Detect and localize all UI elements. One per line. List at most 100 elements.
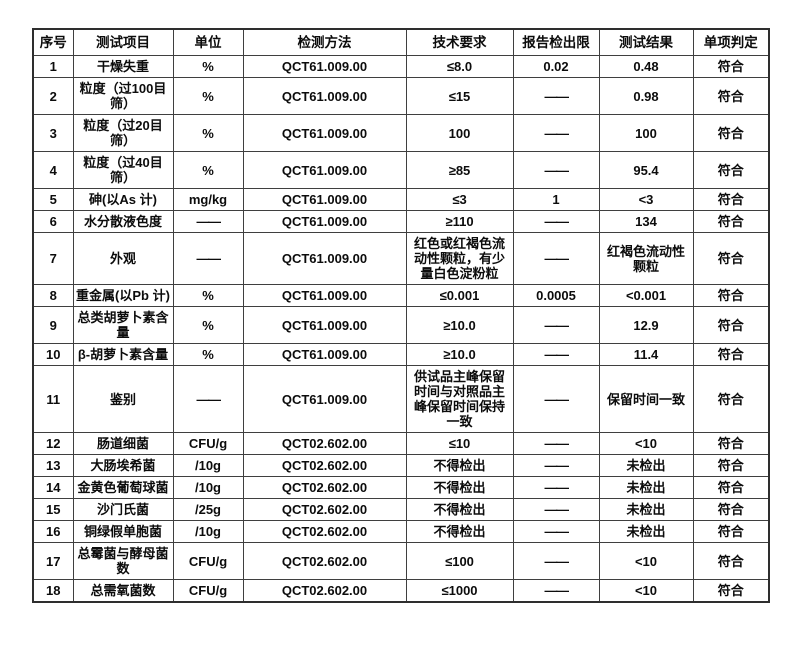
cell-no: 1 bbox=[32, 55, 74, 78]
cell-limit: —— bbox=[512, 365, 600, 433]
cell-unit: —— bbox=[172, 365, 244, 433]
table-row: 1 干燥失重% QCT61.009.00 ≤8.0 0.02 0.48 符合 bbox=[32, 55, 770, 78]
cell-item: 粒度（过100目筛） bbox=[72, 77, 174, 115]
cell-no: 8 bbox=[32, 284, 74, 307]
cell-unit: —— bbox=[172, 232, 244, 285]
cell-unit: CFU/g bbox=[172, 542, 244, 580]
cell-judgment: 符合 bbox=[692, 454, 770, 477]
cell-requirement: ≤8.0 bbox=[405, 55, 514, 78]
cell-judgment: 符合 bbox=[692, 55, 770, 78]
cell-result: <0.001 bbox=[598, 284, 694, 307]
cell-result: 0.48 bbox=[598, 55, 694, 78]
cell-result: <10 bbox=[598, 542, 694, 580]
table-row: 4 粒度（过40目筛）% QCT61.009.00 ≥85 —— 95.4 符合 bbox=[32, 151, 770, 189]
cell-requirement: ≤15 bbox=[405, 77, 514, 115]
cell-unit: % bbox=[172, 343, 244, 366]
cell-no: 17 bbox=[32, 542, 74, 580]
cell-method: QCT02.602.00 bbox=[242, 520, 407, 543]
cell-no: 16 bbox=[32, 520, 74, 543]
table-row: 10 β-胡萝卜素含量% QCT61.009.00 ≥10.0 —— 11.4 符合 bbox=[32, 343, 770, 366]
table-row: 15 沙门氏菌/25g QCT02.602.00 不得检出 —— 未检出 符合 bbox=[32, 498, 770, 521]
cell-item: 总类胡萝卜素含量 bbox=[72, 306, 174, 344]
cell-no: 15 bbox=[32, 498, 74, 521]
cell-judgment: 符合 bbox=[692, 188, 770, 211]
cell-unit: % bbox=[172, 77, 244, 115]
table-body: 1 干燥失重% QCT61.009.00 ≤8.0 0.02 0.48 符合 2 粒度（过100… bbox=[32, 55, 770, 603]
table-row: 16 铜绿假单胞菌/10g QCT02.602.00 不得检出 —— 未检出 符合 bbox=[32, 520, 770, 543]
cell-requirement: 不得检出 bbox=[405, 454, 514, 477]
table-row: 18 总需氧菌数 CFU/g QCT02.602.00 ≤1000 —— <10 符合 bbox=[32, 579, 770, 603]
cell-unit: /10g bbox=[172, 454, 244, 477]
cell-result: 保留时间一致 bbox=[598, 365, 694, 433]
cell-judgment: 符合 bbox=[692, 498, 770, 521]
cell-item: β-胡萝卜素含量 bbox=[72, 343, 174, 366]
header-row: 序号 测试项目 单位 检测方法 技术要求 报告检出限 测试结果 单项判定 bbox=[32, 28, 770, 56]
cell-method: QCT61.009.00 bbox=[242, 55, 407, 78]
cell-method: QCT02.602.00 bbox=[242, 476, 407, 499]
cell-result: 0.98 bbox=[598, 77, 694, 115]
cell-result: 100 bbox=[598, 114, 694, 152]
cell-method: QCT61.009.00 bbox=[242, 210, 407, 233]
cell-method: QCT61.009.00 bbox=[242, 284, 407, 307]
cell-result: 红褐色流动性颗粒 bbox=[598, 232, 694, 285]
cell-item: 干燥失重 bbox=[72, 55, 174, 78]
cell-item: 总霉菌与酵母菌数 bbox=[72, 542, 174, 580]
cell-requirement: 供试品主峰保留时间与对照品主峰保留时间保持一致 bbox=[405, 365, 514, 433]
cell-method: QCT61.009.00 bbox=[242, 232, 407, 285]
cell-unit: % bbox=[172, 284, 244, 307]
cell-method: QCT02.602.00 bbox=[242, 542, 407, 580]
cell-item: 肠道细菌 bbox=[72, 432, 174, 455]
test-results-table: 序号 测试项目 单位 检测方法 技术要求 报告检出限 测试结果 单项判定 1 干燥失重% QCT6… bbox=[32, 28, 770, 603]
table-row: 8 重金属(以Pb 计)% QCT61.009.00 ≤0.001 0.0005 <0.0… bbox=[32, 284, 770, 307]
cell-requirement: ≥10.0 bbox=[405, 343, 514, 366]
cell-unit: CFU/g bbox=[172, 432, 244, 455]
cell-requirement: ≤1000 bbox=[405, 579, 514, 603]
cell-requirement: 不得检出 bbox=[405, 520, 514, 543]
cell-item: 铜绿假单胞菌 bbox=[72, 520, 174, 543]
cell-result: <10 bbox=[598, 579, 694, 603]
cell-requirement: 红色或红褐色流动性颗粒，有少量白色淀粉粒 bbox=[405, 232, 514, 285]
column-header-item: 测试项目 bbox=[72, 28, 174, 56]
cell-judgment: 符合 bbox=[692, 343, 770, 366]
cell-unit: CFU/g bbox=[172, 579, 244, 603]
cell-limit: —— bbox=[512, 343, 600, 366]
cell-judgment: 符合 bbox=[692, 579, 770, 603]
cell-item: 水分散液色度 bbox=[72, 210, 174, 233]
column-header-judgment: 单项判定 bbox=[692, 28, 770, 56]
cell-judgment: 符合 bbox=[692, 306, 770, 344]
cell-result: 未检出 bbox=[598, 476, 694, 499]
cell-limit: —— bbox=[512, 454, 600, 477]
cell-method: QCT61.009.00 bbox=[242, 343, 407, 366]
cell-no: 12 bbox=[32, 432, 74, 455]
cell-unit: % bbox=[172, 306, 244, 344]
table-row: 6 水分散液色度 —— QCT61.009.00 ≥110 —— 134 符合 bbox=[32, 210, 770, 233]
cell-method: QCT61.009.00 bbox=[242, 151, 407, 189]
cell-judgment: 符合 bbox=[692, 232, 770, 285]
cell-unit: % bbox=[172, 114, 244, 152]
cell-judgment: 符合 bbox=[692, 365, 770, 433]
cell-no: 14 bbox=[32, 476, 74, 499]
cell-judgment: 符合 bbox=[692, 210, 770, 233]
cell-requirement: ≥85 bbox=[405, 151, 514, 189]
cell-requirement: ≤3 bbox=[405, 188, 514, 211]
cell-method: QCT02.602.00 bbox=[242, 432, 407, 455]
column-header-result: 测试结果 bbox=[598, 28, 694, 56]
cell-requirement: ≤10 bbox=[405, 432, 514, 455]
cell-no: 7 bbox=[32, 232, 74, 285]
column-header-requirement: 技术要求 bbox=[405, 28, 514, 56]
cell-limit: —— bbox=[512, 306, 600, 344]
cell-requirement: 不得检出 bbox=[405, 498, 514, 521]
cell-item: 粒度（过40目筛） bbox=[72, 151, 174, 189]
cell-method: QCT61.009.00 bbox=[242, 114, 407, 152]
table-row: 14 金黄色葡萄球菌/10g QCT02.602.00 不得检出 —— 未检出 符合 bbox=[32, 476, 770, 499]
cell-unit: /25g bbox=[172, 498, 244, 521]
cell-result: 134 bbox=[598, 210, 694, 233]
cell-unit: % bbox=[172, 151, 244, 189]
cell-limit: 0.02 bbox=[512, 55, 600, 78]
table-row: 12 肠道细菌 CFU/g QCT02.602.00 ≤10 —— <10 符合 bbox=[32, 432, 770, 455]
cell-method: QCT61.009.00 bbox=[242, 306, 407, 344]
cell-result: 95.4 bbox=[598, 151, 694, 189]
cell-limit: —— bbox=[512, 579, 600, 603]
cell-item: 重金属(以Pb 计) bbox=[72, 284, 174, 307]
cell-item: 粒度（过20目筛） bbox=[72, 114, 174, 152]
